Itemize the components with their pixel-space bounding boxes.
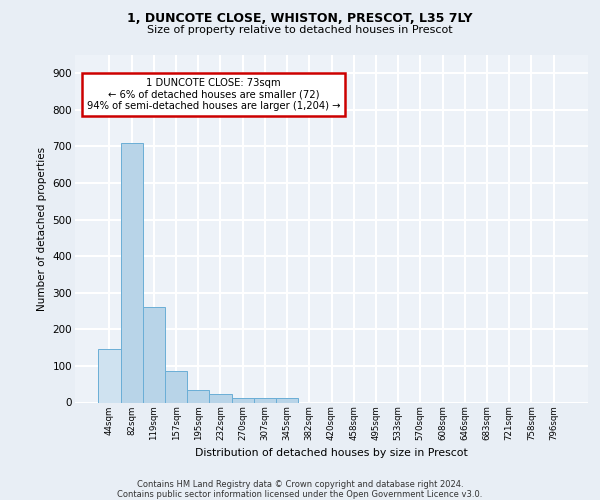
Bar <box>187 390 209 402</box>
Bar <box>232 398 254 402</box>
X-axis label: Distribution of detached houses by size in Prescot: Distribution of detached houses by size … <box>195 448 468 458</box>
Bar <box>143 306 165 402</box>
Bar <box>165 372 187 402</box>
Bar <box>254 398 276 402</box>
Y-axis label: Number of detached properties: Number of detached properties <box>37 146 47 311</box>
Bar <box>209 394 232 402</box>
Bar <box>98 350 121 403</box>
Text: Size of property relative to detached houses in Prescot: Size of property relative to detached ho… <box>147 25 453 35</box>
Bar <box>276 398 298 402</box>
Text: 1, DUNCOTE CLOSE, WHISTON, PRESCOT, L35 7LY: 1, DUNCOTE CLOSE, WHISTON, PRESCOT, L35 … <box>127 12 473 26</box>
Text: Contains HM Land Registry data © Crown copyright and database right 2024.
Contai: Contains HM Land Registry data © Crown c… <box>118 480 482 499</box>
Text: 1 DUNCOTE CLOSE: 73sqm
← 6% of detached houses are smaller (72)
94% of semi-deta: 1 DUNCOTE CLOSE: 73sqm ← 6% of detached … <box>87 78 340 111</box>
Bar <box>121 143 143 403</box>
